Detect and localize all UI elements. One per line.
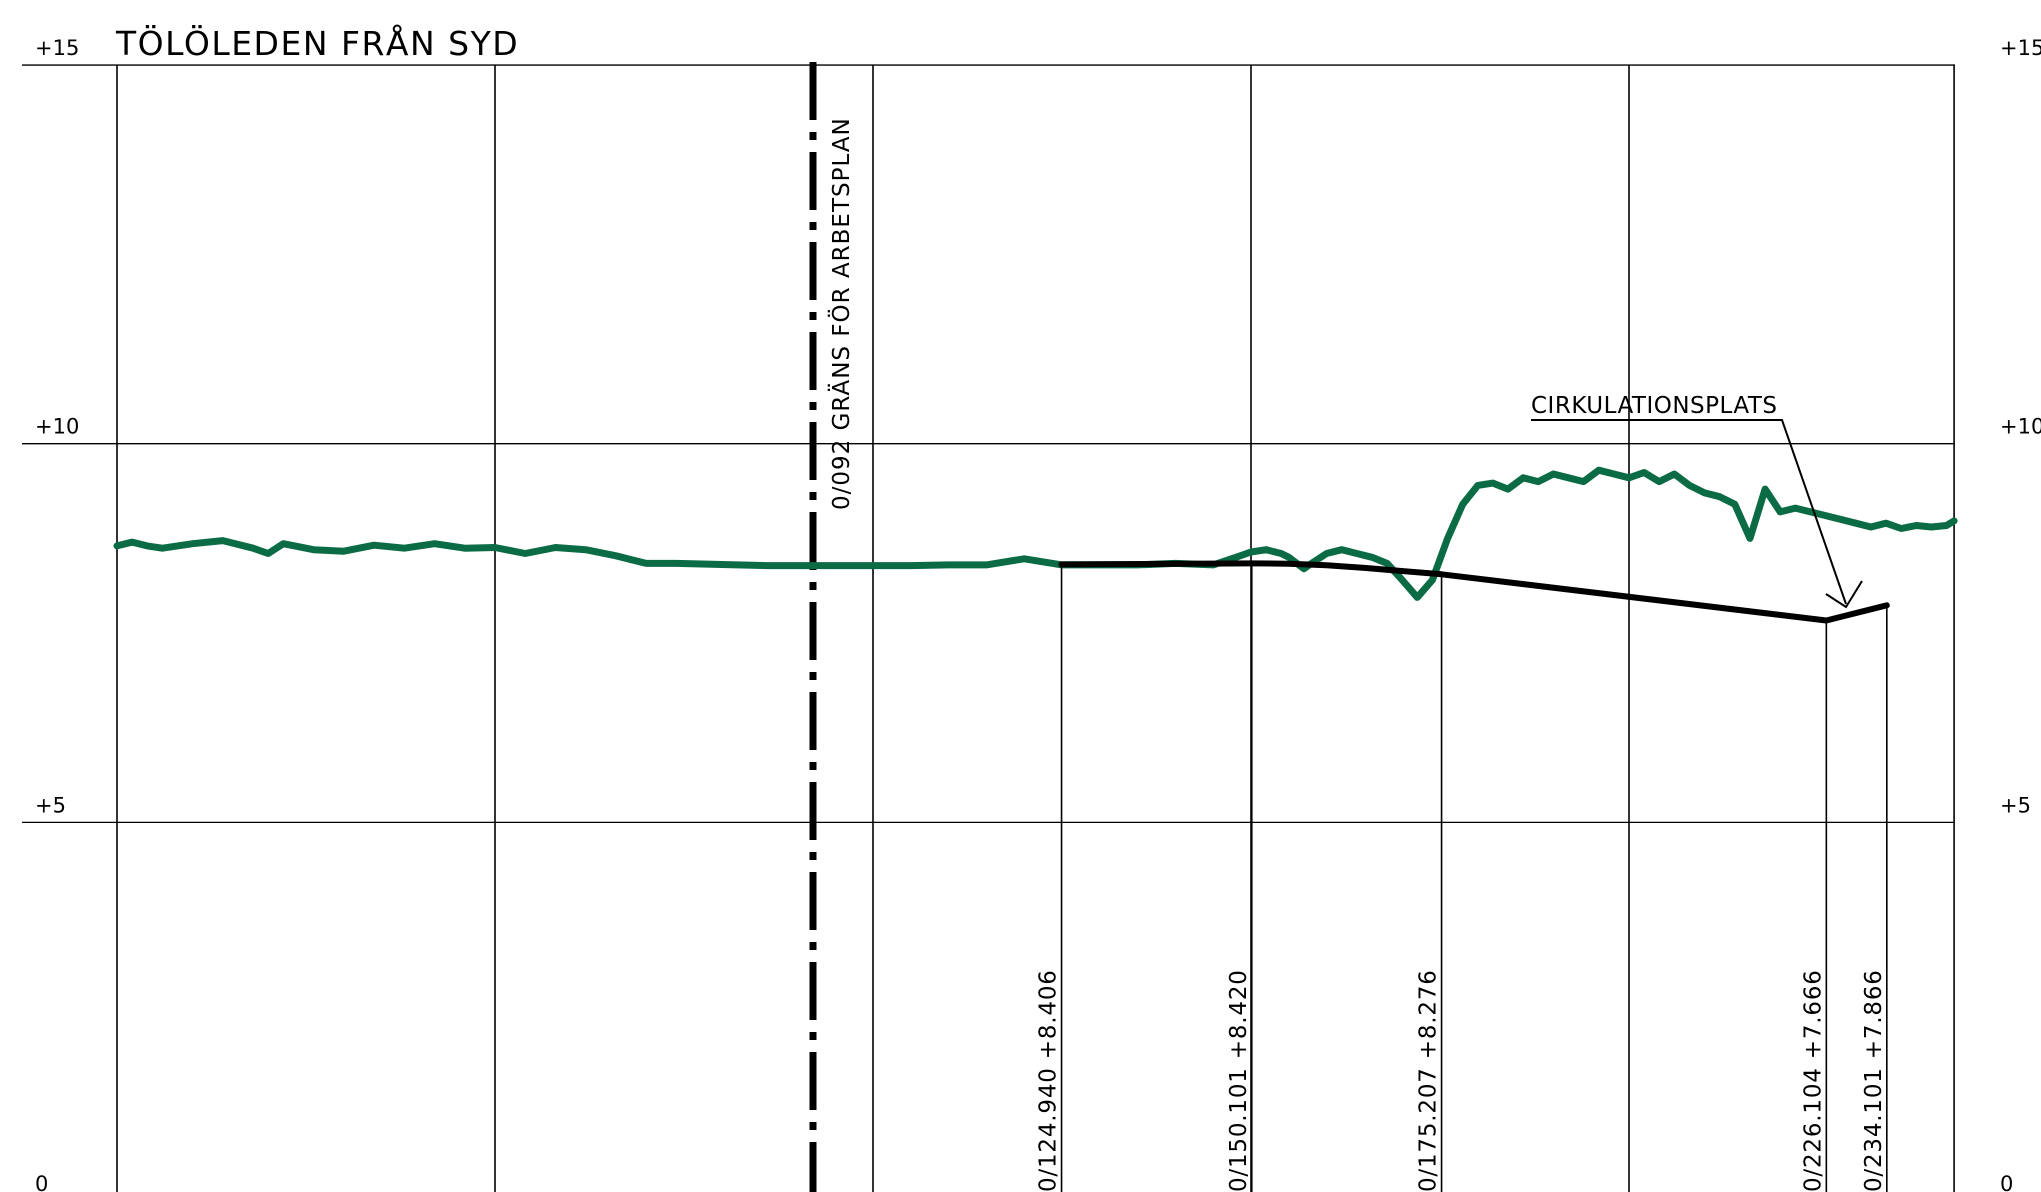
elevation-labels: +15 +15 +10 +10 +5 +5 0 0 [35,36,2041,1192]
circulation-annotation: CIRKULATIONSPLATS [1531,393,1863,609]
station-label-2: 0/175.207 +8.276 [1416,969,1442,1192]
station-label-0: 0/124.940 +8.406 [1036,969,1062,1192]
elevation-label-left: 0 [35,1172,48,1192]
elevation-label-left: +5 [35,793,66,817]
drawing-title: TÖLÖLEDEN FRÅN SYD [115,23,519,63]
elevation-label-right: +15 [2000,36,2041,60]
elevation-label-right: +5 [2000,793,2031,817]
circulation-label: CIRKULATIONSPLATS [1531,393,1777,419]
elevation-label-left: +10 [35,415,79,439]
boundary-label: 0/092 GRÄNS FÖR ARBETSPLAN [827,117,855,510]
station-markers: 0/124.940 +8.406 0/150.101 +8.420 0/175.20… [1036,563,1888,1192]
existing-terrain-line [113,466,1958,601]
elevation-label-left: +15 [35,36,79,60]
circulation-leader-line [1531,419,1847,605]
station-label-1: 0/150.101 +8.420 [1226,969,1252,1192]
leader-arrowhead [1825,580,1863,609]
station-label-4: 0/234.101 +7.866 [1861,969,1887,1192]
station-label-3: 0/226.104 +7.666 [1800,969,1826,1192]
elevation-label-right: 0 [2000,1172,2013,1192]
elevation-label-right: +10 [2000,415,2041,439]
grid-lines [22,64,1955,1192]
new-profile-line [1058,560,1890,624]
work-plan-boundary: 0/092 GRÄNS FÖR ARBETSPLAN [809,62,855,1192]
